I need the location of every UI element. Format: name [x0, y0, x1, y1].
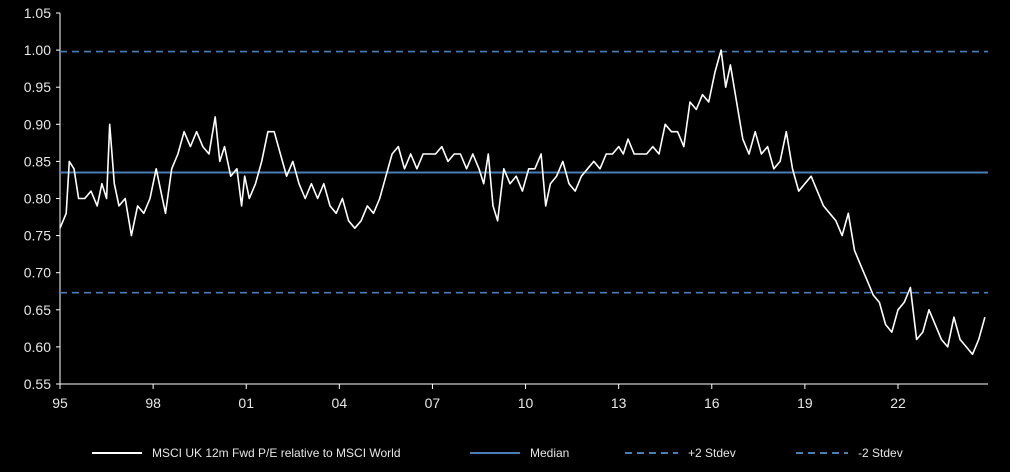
x-tick-label: 01	[238, 395, 254, 411]
x-tick-label: 07	[425, 395, 441, 411]
y-tick-label: 0.80	[24, 191, 51, 207]
series-lines	[59, 49, 986, 356]
y-tick-label: 1.00	[24, 42, 51, 58]
legend-label: +2 Stdev	[688, 446, 736, 460]
legend-label: Median	[530, 446, 569, 460]
x-tick-label: 22	[890, 395, 906, 411]
legend-label: MSCI UK 12m Fwd P/E relative to MSCI Wor…	[152, 446, 401, 460]
x-tick-label: 13	[611, 395, 627, 411]
legend: MSCI UK 12m Fwd P/E relative to MSCI Wor…	[92, 446, 903, 460]
x-tick-label: 10	[518, 395, 534, 411]
y-tick-label: 0.60	[24, 339, 51, 355]
y-tick-label: 0.70	[24, 265, 51, 281]
x-tick-label: 98	[145, 395, 161, 411]
legend-label: -2 Stdev	[858, 446, 903, 460]
y-axis: 1.05 1.00 0.95 0.90 0.85 0.80 0.75 0.70 0.65 0.60…	[24, 5, 61, 392]
x-tick-label: 95	[52, 395, 68, 411]
reference-lines	[60, 50, 988, 294]
y-tick-label: 1.05	[24, 5, 51, 21]
y-tick-label: 0.75	[24, 228, 51, 244]
x-tick-label: 16	[704, 395, 720, 411]
y-tick-label: 0.55	[24, 376, 51, 392]
x-tick-label: 19	[797, 395, 813, 411]
x-axis: 95 98 01 04 07 10 13 16 19 22	[52, 383, 988, 411]
y-tick-label: 0.90	[24, 116, 51, 132]
y-tick-label: 0.95	[24, 79, 51, 95]
y-tick-label: 0.85	[24, 153, 51, 169]
series-line-relative-pe	[59, 49, 986, 356]
y-tick-label: 0.65	[24, 302, 51, 318]
x-tick-label: 04	[332, 395, 348, 411]
